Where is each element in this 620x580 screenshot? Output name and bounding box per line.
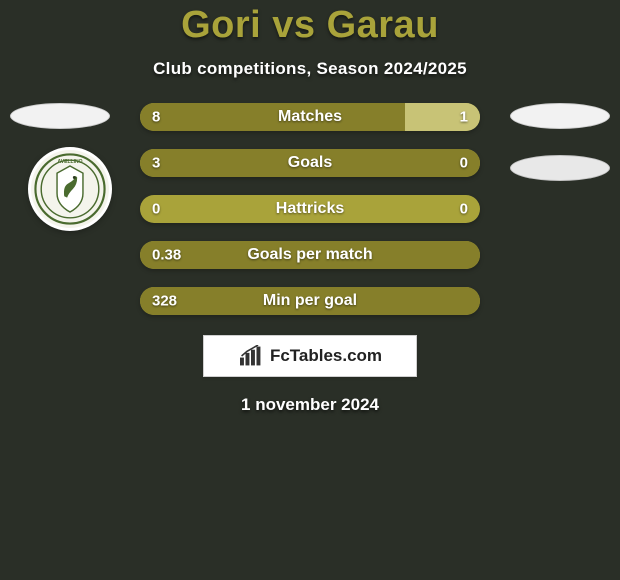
stat-bar: 328 Min per goal bbox=[140, 287, 480, 315]
bar-label: Goals bbox=[288, 154, 332, 172]
bar-value-left: 0.38 bbox=[152, 247, 181, 264]
watermark: FcTables.com bbox=[203, 335, 417, 377]
watermark-text: FcTables.com bbox=[270, 346, 382, 366]
stat-bar: 0 0 Hattricks bbox=[140, 195, 480, 223]
player-badge-right-2 bbox=[510, 155, 610, 181]
bar-value-left: 8 bbox=[152, 109, 160, 126]
bar-value-left: 3 bbox=[152, 155, 160, 172]
bar-fill-left bbox=[140, 103, 405, 131]
stat-bar: 3 0 Goals bbox=[140, 149, 480, 177]
bar-value-right: 0 bbox=[460, 155, 468, 172]
comparison-card: Gori vs Garau Club competitions, Season … bbox=[0, 0, 620, 580]
svg-text:AVELLINO: AVELLINO bbox=[57, 159, 82, 165]
stat-bar: 8 1 Matches bbox=[140, 103, 480, 131]
bar-label: Min per goal bbox=[263, 292, 357, 310]
bar-value-left: 0 bbox=[152, 201, 160, 218]
club-logo-left: AVELLINO bbox=[28, 147, 112, 231]
bar-fill-right bbox=[405, 103, 480, 131]
stat-bar: 0.38 Goals per match bbox=[140, 241, 480, 269]
bar-value-left: 328 bbox=[152, 293, 177, 310]
bar-value-right: 1 bbox=[460, 109, 468, 126]
page-title: Gori vs Garau bbox=[0, 0, 620, 47]
content-area: AVELLINO 8 1 Matches 3 0 Goals 0 0 Hattricks 0.38… bbox=[0, 103, 620, 415]
club-crest-icon: AVELLINO bbox=[34, 153, 106, 225]
chart-icon bbox=[238, 345, 264, 367]
bar-label: Hattricks bbox=[276, 200, 344, 218]
subtitle: Club competitions, Season 2024/2025 bbox=[0, 59, 620, 79]
player-badge-right-1 bbox=[510, 103, 610, 129]
player-badge-left bbox=[10, 103, 110, 129]
stat-bars: 8 1 Matches 3 0 Goals 0 0 Hattricks 0.38 Goals per… bbox=[140, 103, 480, 315]
bar-label: Matches bbox=[278, 108, 342, 126]
date-label: 1 november 2024 bbox=[0, 395, 620, 415]
bar-value-right: 0 bbox=[460, 201, 468, 218]
bar-label: Goals per match bbox=[247, 246, 372, 264]
